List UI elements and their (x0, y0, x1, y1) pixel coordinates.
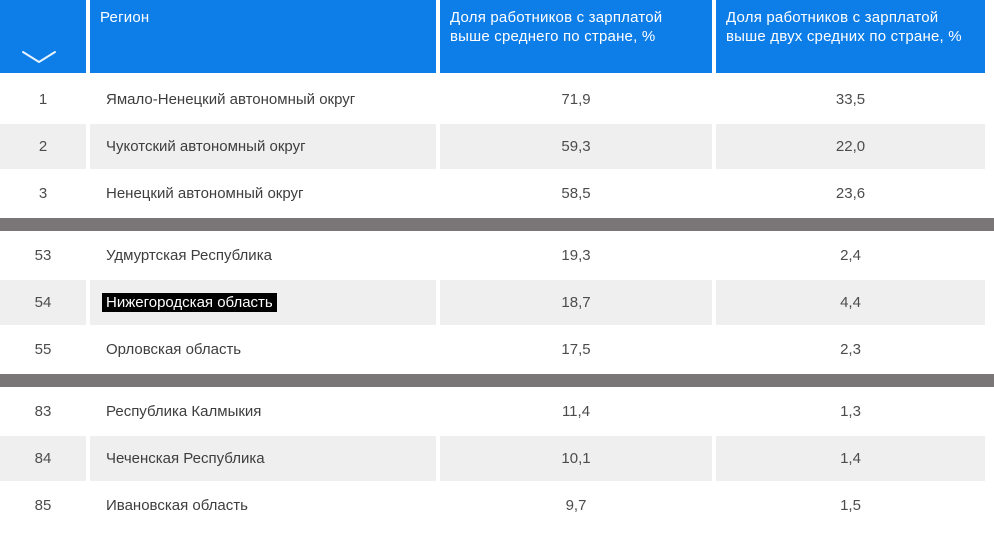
region-cell: Республика Калмыкия (106, 403, 262, 420)
table-header-row: Регион Доля работников с зарплатой выше … (0, 0, 994, 73)
region-cell: Чеченская Республика (90, 436, 436, 481)
table-row-highlighted: 54 Нижегородская область 18,7 4,4 (0, 280, 994, 325)
share-above-double-cell: 1,5 (840, 497, 861, 514)
share-above-avg-cell: 59,3 (440, 124, 712, 169)
table-row: 1 Ямало-Ненецкий автономный округ 71,9 3… (0, 77, 994, 122)
table-row: 85 Ивановская область 9,7 1,5 (0, 483, 994, 528)
table-row: 84 Чеченская Республика 10,1 1,4 (0, 436, 994, 481)
table-row: 2 Чукотский автономный округ 59,3 22,0 (0, 124, 994, 169)
region-cell: Орловская область (106, 341, 242, 358)
share-above-avg-cell: 71,9 (561, 91, 591, 108)
region-cell: Удмуртская Республика (106, 247, 272, 264)
omitted-rows-separator (0, 374, 994, 387)
rank-cell: 1 (38, 91, 48, 108)
region-cell: Ямало-Ненецкий автономный округ (106, 91, 356, 108)
share-above-double-cell: 4,4 (716, 280, 985, 325)
table-row: 53 Удмуртская Республика 19,3 2,4 (0, 233, 994, 278)
share-above-avg-cell: 19,3 (561, 247, 591, 264)
table-row: 55 Орловская область 17,5 2,3 (0, 327, 994, 372)
share-above-avg-cell: 11,4 (561, 403, 591, 420)
rank-column-header[interactable] (0, 0, 86, 73)
selected-text-highlight: Нижегородская область (102, 293, 277, 312)
share-above-double-cell: 2,3 (840, 341, 861, 358)
rank-cell: 53 (34, 247, 52, 264)
sort-descending-chevron-down-icon[interactable] (21, 50, 57, 64)
rank-cell: 85 (34, 497, 52, 514)
table-row: 3 Ненецкий автономный округ 58,5 23,6 (0, 171, 994, 216)
rank-cell: 3 (38, 185, 48, 202)
share-above-avg-cell: 9,7 (565, 497, 587, 514)
omitted-rows-separator (0, 218, 994, 231)
rank-cell: 84 (0, 436, 86, 481)
region-cell: Ивановская область (106, 497, 248, 514)
rank-cell: 55 (34, 341, 52, 358)
above-double-average-column-header[interactable]: Доля работников с зарплатой выше двух ср… (716, 0, 985, 73)
rank-cell: 2 (0, 124, 86, 169)
share-above-avg-cell: 18,7 (440, 280, 712, 325)
share-above-double-cell: 33,5 (835, 91, 866, 108)
share-above-avg-cell: 10,1 (440, 436, 712, 481)
region-column-header[interactable]: Регион (90, 0, 436, 73)
share-above-avg-cell: 17,5 (561, 341, 591, 358)
share-above-double-cell: 1,3 (840, 403, 861, 420)
rank-cell: 83 (34, 403, 52, 420)
region-cell: Чукотский автономный округ (90, 124, 436, 169)
share-above-double-cell: 1,4 (716, 436, 985, 481)
above-average-column-header[interactable]: Доля работников с зарплатой выше среднег… (440, 0, 712, 73)
region-cell: Ненецкий автономный округ (106, 185, 304, 202)
region-cell: Нижегородская область (90, 280, 436, 325)
share-above-double-cell: 23,6 (835, 185, 866, 202)
rank-cell: 54 (0, 280, 86, 325)
share-above-double-cell: 22,0 (716, 124, 985, 169)
share-above-double-cell: 2,4 (840, 247, 861, 264)
share-above-avg-cell: 58,5 (561, 185, 591, 202)
table-row: 83 Республика Калмыкия 11,4 1,3 (0, 389, 994, 434)
